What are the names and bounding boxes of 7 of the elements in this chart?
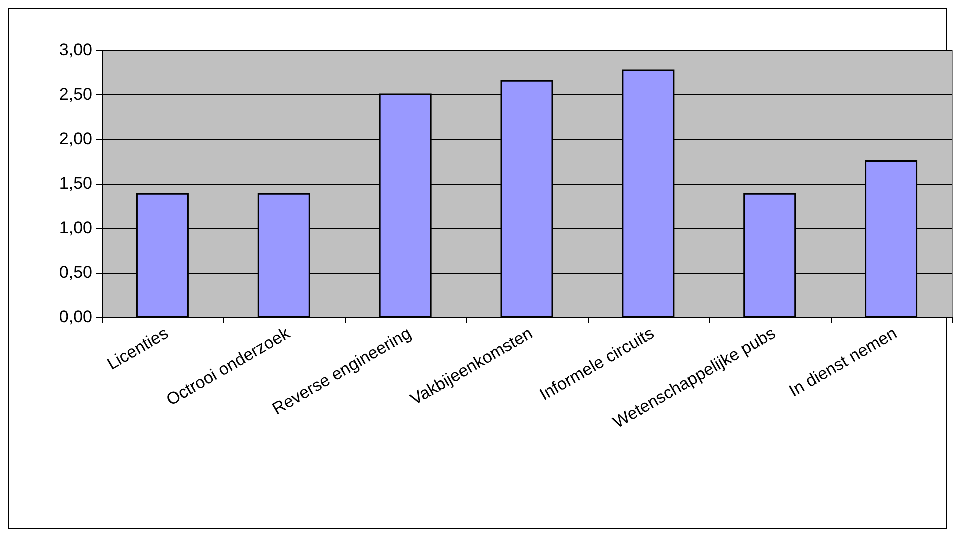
y-tick-label: 3,00	[59, 40, 92, 60]
y-tick-label: 0,50	[59, 263, 92, 282]
y-tick-label: 2,50	[59, 85, 92, 104]
y-tick-label: 1,50	[59, 174, 92, 193]
y-tick-label: 0,00	[59, 308, 92, 326]
y-tick-label: 1,00	[59, 218, 92, 238]
y-tick-label: 2,00	[59, 130, 92, 148]
